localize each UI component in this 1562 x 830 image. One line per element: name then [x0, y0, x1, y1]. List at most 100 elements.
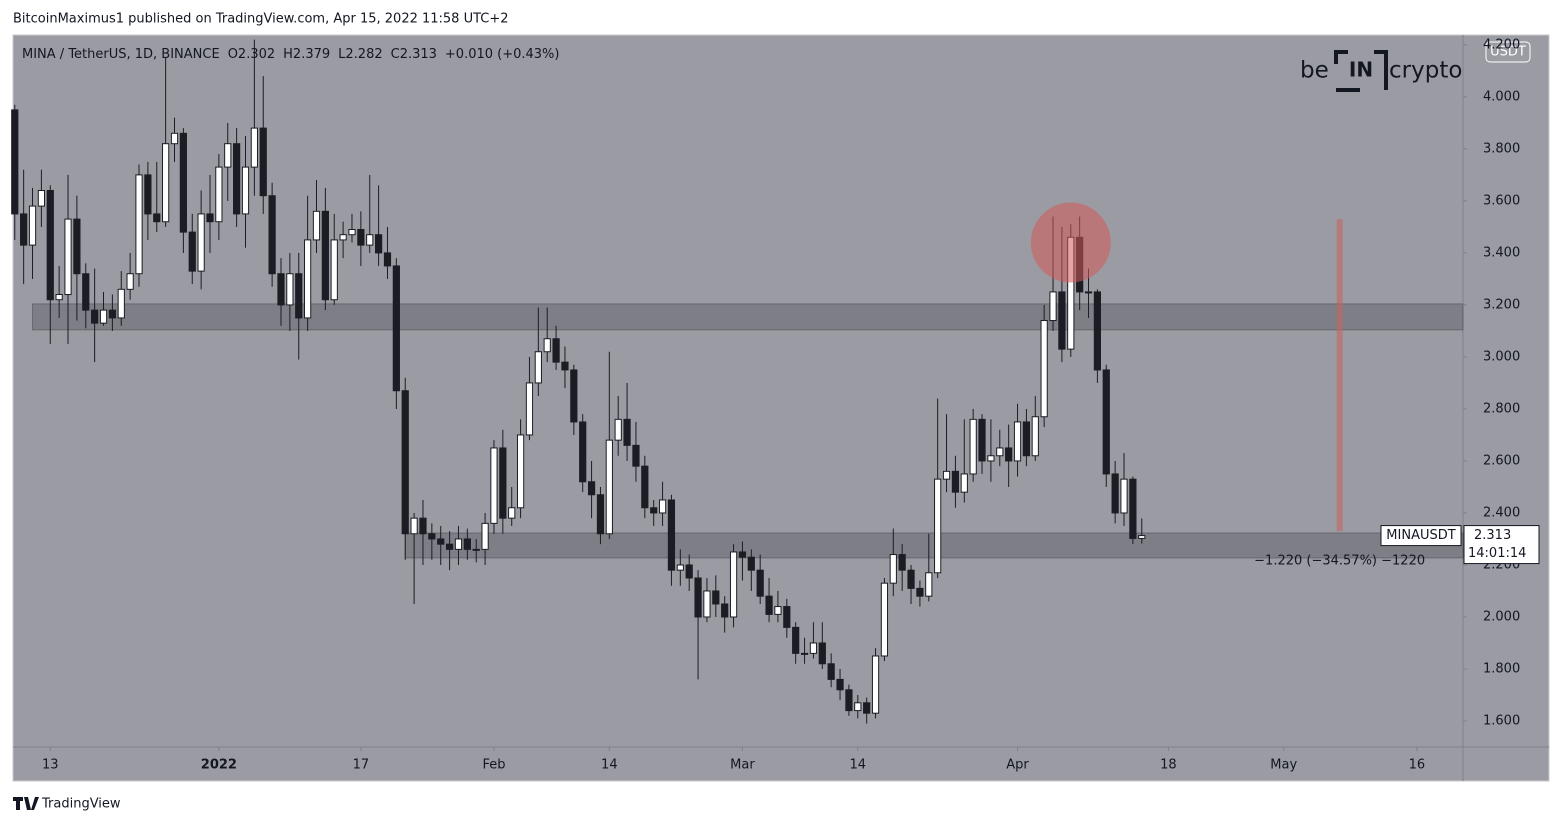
x-tick-label: May: [1270, 758, 1297, 773]
candle-body: [783, 606, 791, 628]
logo-bracket: [1334, 50, 1388, 92]
candle-body: [295, 273, 303, 319]
candle-body: [11, 109, 19, 215]
x-tick-label: 14: [850, 758, 867, 773]
x-tick-label: Mar: [730, 758, 755, 773]
y-tick-label: 2.400: [1483, 505, 1520, 520]
candle-body: [64, 218, 72, 296]
candle-body: [694, 577, 702, 618]
legend-symbol: MINA / TetherUS, 1D, BINANCE: [22, 47, 220, 62]
candle-body: [383, 252, 392, 267]
y-tick-label: 3.600: [1483, 193, 1520, 208]
y-tick-label: 2.800: [1483, 401, 1520, 416]
price-tag-value: 2.313: [1474, 528, 1511, 543]
legend-change: +0.010 (+0.43%): [445, 47, 560, 62]
candle-body: [375, 234, 383, 254]
candle-body: [1058, 291, 1066, 350]
y-tick-label: 3.400: [1483, 245, 1520, 260]
candle-body: [46, 190, 54, 301]
candle-body: [179, 132, 187, 233]
candle-body: [818, 642, 826, 665]
candle-body: [82, 273, 90, 311]
candle-body: [117, 288, 125, 319]
y-tick-label: 3.800: [1483, 141, 1520, 156]
candle-body: [454, 538, 463, 550]
candle-body: [712, 590, 720, 605]
candle-body: [854, 702, 862, 712]
legend-key: H: [283, 47, 293, 62]
candle-body: [445, 543, 454, 550]
candle-body: [534, 351, 542, 384]
candle-body: [1040, 320, 1048, 418]
candle-body: [312, 210, 321, 241]
candle-body: [765, 595, 773, 615]
x-tick-label: 17: [353, 758, 370, 773]
x-tick-label: 14: [601, 758, 618, 773]
candle-body: [951, 470, 960, 493]
x-tick-label: 2022: [201, 758, 237, 773]
candle-body: [685, 564, 693, 579]
candle-body: [871, 655, 880, 714]
symbol-tag-text: MINAUSDT: [1386, 528, 1455, 543]
candle-body: [632, 444, 640, 467]
candle-body: [259, 127, 267, 197]
candle-body: [898, 554, 906, 571]
countdown: 14:01:14: [1468, 546, 1526, 561]
candle-body: [774, 606, 782, 615]
plot: −1.220 (−34.57%) −1220: [11, 39, 1464, 724]
candle-body: [20, 213, 28, 246]
x-tick-label: 18: [1160, 758, 1177, 773]
candle-body: [99, 309, 108, 324]
candle-body: [126, 273, 134, 290]
candle-body: [366, 234, 374, 246]
candle-body: [676, 564, 684, 571]
y-tick-label: 4.000: [1483, 89, 1520, 104]
candle-body: [934, 478, 942, 574]
candle-body: [108, 309, 116, 319]
candle-body: [153, 213, 161, 223]
footer: TradingView: [13, 797, 121, 812]
candle-body: [277, 273, 285, 306]
candle-body: [747, 556, 755, 571]
candle-body: [197, 213, 205, 272]
candle-body: [721, 603, 729, 618]
candle-body: [241, 166, 250, 215]
candle-body: [481, 522, 489, 550]
candle-body: [37, 190, 46, 207]
currency-badge: [1485, 41, 1531, 63]
legend-value: 2.282: [345, 47, 382, 62]
candle-body: [170, 132, 179, 145]
candle-body: [561, 361, 569, 371]
legend: MINA / TetherUS, 1D, BINANCE O2.302 H2.379…: [22, 47, 559, 62]
candle-body: [641, 465, 649, 509]
legend-value: 2.379: [293, 47, 330, 62]
candle-body: [472, 548, 480, 551]
candle-body: [756, 569, 764, 597]
x-tick-label: Feb: [482, 758, 505, 773]
candle-body: [1049, 291, 1057, 322]
price-tag: [1463, 525, 1540, 565]
candle-body: [162, 143, 170, 223]
candle-body: [392, 265, 400, 392]
currency: USDT: [1490, 45, 1526, 60]
x-tick-label: Apr: [1006, 758, 1029, 773]
candle-body: [960, 473, 968, 493]
candle-body: [800, 652, 809, 655]
candle-body: [1022, 421, 1031, 457]
candle-body: [1084, 291, 1093, 294]
candle-body: [579, 421, 587, 483]
candle-body: [321, 210, 329, 301]
candle-body: [1138, 535, 1146, 539]
y-tick-label: 3.000: [1483, 349, 1520, 364]
y-tick-label: 1.600: [1483, 713, 1520, 728]
highlight-circle: [1030, 202, 1111, 283]
candle-body: [969, 418, 977, 475]
candle-body: [596, 494, 605, 535]
candle-body: [1031, 416, 1039, 457]
y-tick-label: 1.800: [1483, 661, 1520, 676]
candle-body: [490, 447, 498, 524]
candle-body: [836, 678, 844, 691]
candle-body: [809, 642, 818, 654]
candle-body: [614, 418, 622, 441]
